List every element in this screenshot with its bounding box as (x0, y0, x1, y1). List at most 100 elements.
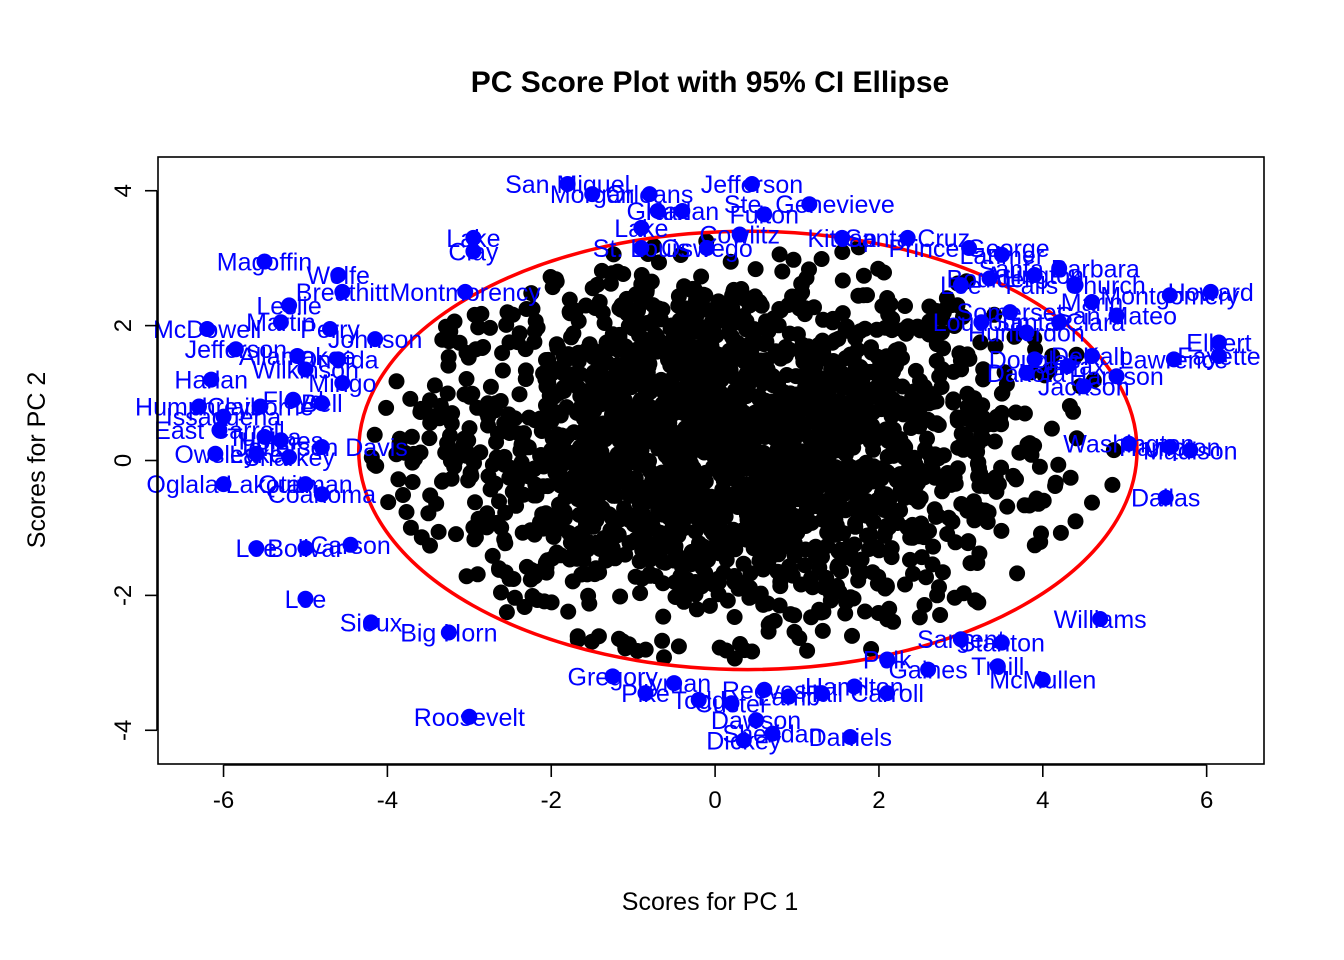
outlier-marker (248, 540, 265, 557)
outlier-label: Hampton (1119, 434, 1220, 462)
inlier-point (1065, 403, 1082, 420)
inlier-point (719, 416, 736, 433)
y-tick-label: -2 (110, 585, 137, 606)
inlier-point (808, 412, 825, 429)
inlier-point (804, 579, 821, 596)
outlier-label: San Mateo (1056, 302, 1177, 330)
outlier-marker (281, 449, 298, 466)
inlier-point (1052, 524, 1069, 541)
outlier-marker (248, 445, 265, 462)
inlier-point (422, 414, 439, 431)
outlier-point: Arlington (985, 262, 1084, 290)
outlier-label: San Miguel (505, 171, 630, 199)
outlier-marker (879, 685, 896, 702)
outlier-marker (756, 681, 773, 698)
inlier-point (724, 328, 740, 345)
inlier-point (560, 603, 577, 620)
inlier-point (493, 584, 509, 601)
inlier-point (638, 493, 655, 510)
outlier-point: Howard (1168, 279, 1254, 307)
inlier-point (797, 300, 814, 317)
outlier-marker (1202, 283, 1219, 300)
inlier-point (933, 379, 950, 395)
inlier-point (834, 272, 851, 289)
inlier-point (789, 427, 806, 443)
outlier-marker (1182, 442, 1199, 459)
outlier-label: Lamb (758, 684, 821, 712)
inlier-point (667, 543, 684, 560)
outlier-marker (330, 351, 347, 368)
inlier-point (628, 354, 644, 371)
outlier-marker (440, 624, 457, 641)
x-axis-label: Scores for PC 1 (622, 888, 798, 916)
inlier-point (602, 275, 619, 292)
outlier-marker (559, 175, 576, 192)
outlier-point: Harlan (645, 198, 719, 226)
outlier-label: Lawrence (1120, 346, 1228, 374)
inlier-point (847, 515, 864, 532)
inlier-point (480, 468, 497, 485)
outlier-label: Boulder (946, 265, 1032, 293)
inlier-point (899, 483, 916, 500)
inlier-point (874, 298, 891, 315)
outlier-label: Carson (310, 532, 391, 560)
outlier-marker (1165, 351, 1182, 368)
inlier-point (878, 522, 894, 539)
inlier-point (928, 353, 945, 369)
inlier-point (719, 299, 736, 316)
inlier-point (886, 468, 903, 485)
inlier-point (672, 353, 689, 370)
inlier-point (479, 505, 496, 522)
outlier-marker (334, 283, 351, 300)
outlier-point: Polk (863, 646, 912, 674)
outlier-point: Big Horn (400, 619, 497, 647)
outlier-point: Ste. Genevieve (724, 191, 895, 219)
inlier-point (491, 493, 507, 510)
inlier-point (960, 535, 976, 552)
inlier-point (702, 521, 719, 538)
inlier-point (863, 344, 880, 361)
outlier-label: Johnson (328, 326, 423, 354)
inlier-point (403, 428, 420, 445)
inlier-point (1021, 435, 1038, 452)
inlier-point (553, 430, 570, 447)
outlier-point: Madison (1143, 437, 1238, 465)
inlier-points (363, 233, 1122, 667)
inlier-point (916, 597, 933, 613)
outlier-marker (252, 398, 269, 415)
outlier-marker (322, 320, 339, 337)
outlier-marker (604, 668, 621, 685)
inlier-point (463, 467, 480, 484)
inlier-point (569, 628, 586, 645)
inlier-point (911, 609, 928, 626)
inlier-point (834, 244, 851, 260)
inlier-point (850, 287, 867, 304)
outlier-marker (846, 678, 863, 695)
inlier-point (713, 505, 730, 522)
inlier-point (770, 533, 786, 550)
inlier-point (554, 358, 571, 375)
outlier-label: Montgomery (1100, 282, 1239, 310)
inlier-point (498, 316, 515, 333)
outlier-point: Floyd (263, 387, 324, 415)
outlier-label: Fayette (1177, 343, 1260, 371)
outlier-label: Owsley (174, 441, 256, 469)
inlier-point (639, 480, 656, 497)
inlier-point (578, 440, 594, 457)
outlier-point: Prince George (888, 235, 1049, 263)
inlier-point (819, 524, 836, 541)
inlier-point (607, 391, 624, 408)
outlier-marker (748, 712, 765, 729)
inlier-point (655, 608, 672, 625)
inlier-point (632, 585, 649, 602)
outlier-marker (272, 432, 289, 449)
inlier-point (798, 270, 815, 286)
inlier-point (514, 434, 531, 451)
outlier-label: Lee (940, 272, 982, 300)
inlier-point (999, 498, 1016, 515)
inlier-point (639, 315, 656, 331)
x-tick-label: -6 (213, 787, 234, 814)
outlier-point: Coahoma (268, 481, 376, 509)
